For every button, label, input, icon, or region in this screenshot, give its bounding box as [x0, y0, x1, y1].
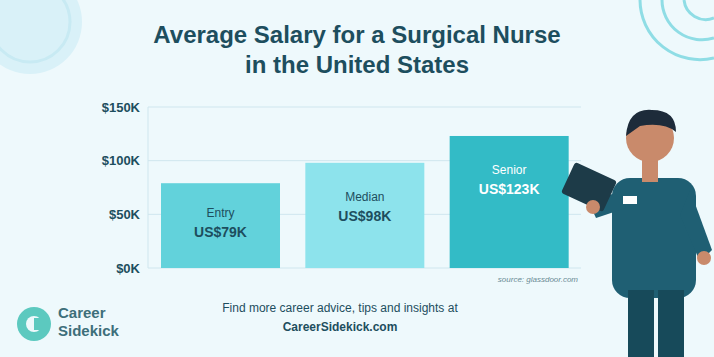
svg-text:$50K: $50K	[109, 207, 141, 222]
html-text:CareerSidekick.com: CareerSidekick.com	[282, 320, 398, 334]
svg-text:US$79K: US$79K	[194, 224, 247, 240]
svg-text:$100K: $100K	[102, 153, 141, 168]
html-text:Career: Career	[58, 304, 106, 321]
html-text:source: glassdoor.com: source: glassdoor.com	[497, 275, 578, 284]
html-text:Average Salary for a Surgical: Average Salary for a Surgical Nurse in t…	[153, 21, 561, 78]
svg-text:$0K: $0K	[116, 261, 140, 276]
html-text:Sidekick: Sidekick	[58, 322, 119, 339]
svg-text:US$123K: US$123K	[479, 181, 540, 197]
svg-text:Senior: Senior	[492, 163, 527, 177]
html-text:Find more career advice, tips: Find more career advice, tips and insigh…	[222, 301, 458, 315]
svg-text:$150K: $150K	[102, 100, 141, 115]
svg-text:Entry: Entry	[206, 206, 234, 220]
svg-text:Median: Median	[345, 190, 384, 204]
svg-text:US$98K: US$98K	[338, 208, 391, 224]
